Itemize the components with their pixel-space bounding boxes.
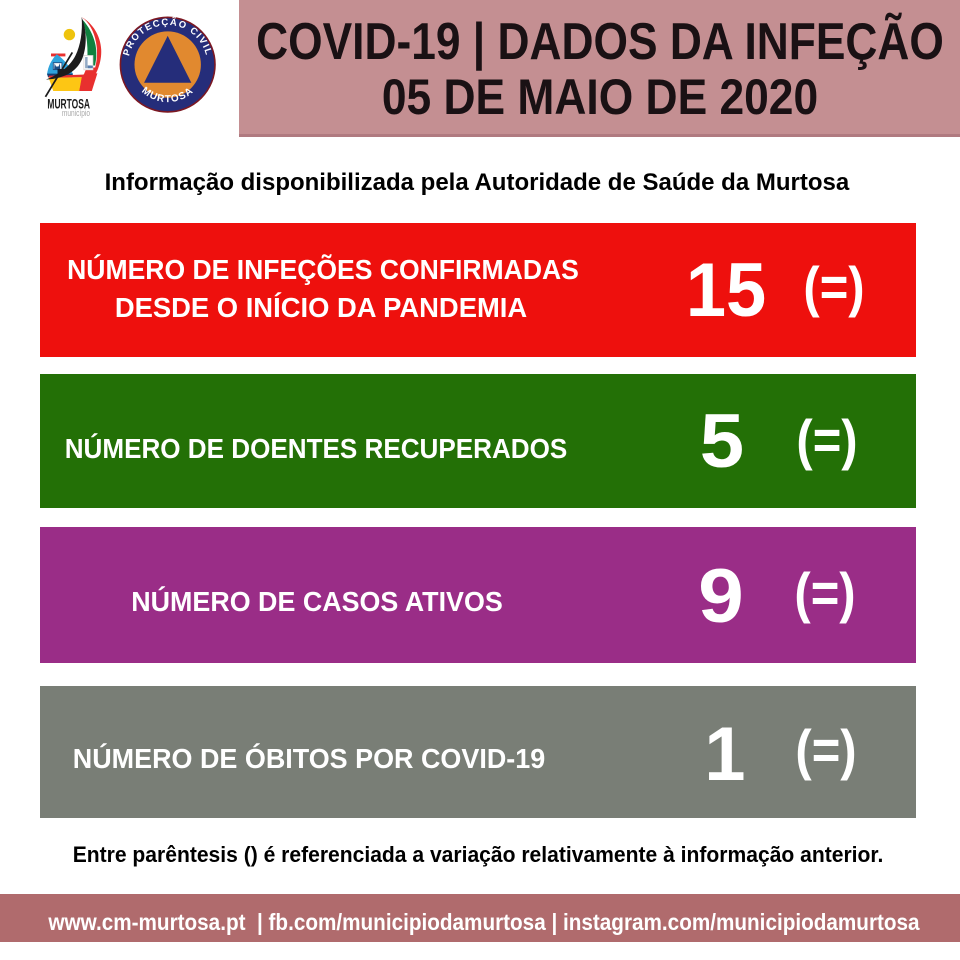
svg-text:MURTOSA: MURTOSA [47,96,90,111]
svg-text:município: município [62,108,90,118]
